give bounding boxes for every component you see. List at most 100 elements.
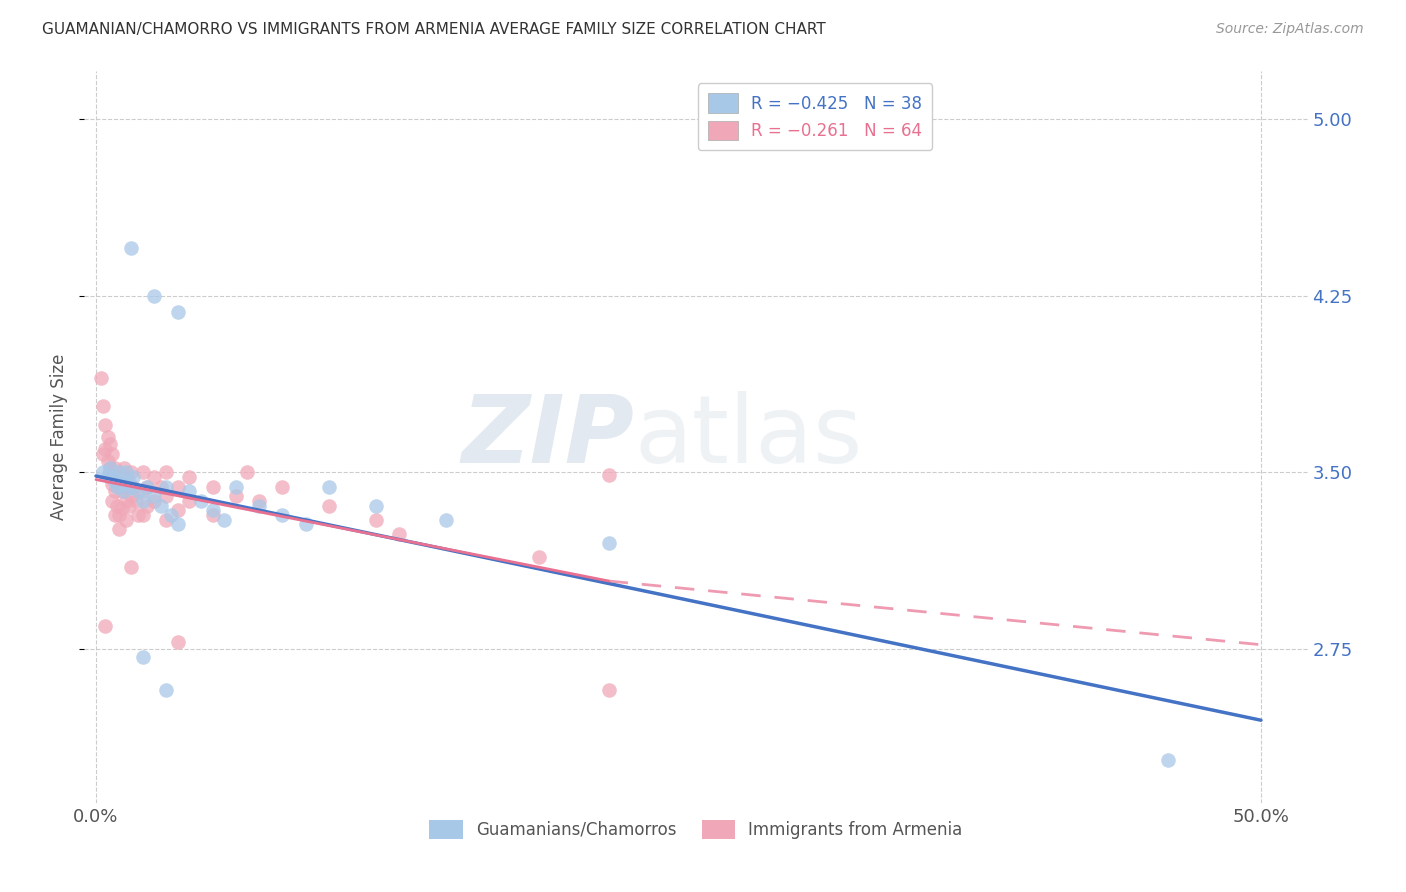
Point <box>98 460 121 475</box>
Point <box>108 466 131 480</box>
Point <box>155 682 177 697</box>
Point <box>97 430 120 444</box>
Point <box>122 480 145 494</box>
Legend: Guamanians/Chamorros, Immigrants from Armenia: Guamanians/Chamorros, Immigrants from Ar… <box>423 814 969 846</box>
Point <box>91 466 114 480</box>
Point <box>155 513 177 527</box>
Point <box>111 477 134 491</box>
Point <box>225 480 247 494</box>
Point <box>115 493 138 508</box>
Point <box>179 484 201 499</box>
Point <box>111 484 134 499</box>
Point <box>120 489 142 503</box>
Point <box>236 466 259 480</box>
Point <box>120 480 142 494</box>
Point <box>527 550 550 565</box>
Point <box>124 493 146 508</box>
Point <box>225 489 247 503</box>
Point <box>294 517 316 532</box>
Point <box>101 493 124 508</box>
Point <box>131 466 153 480</box>
Point <box>104 460 127 475</box>
Point <box>179 493 201 508</box>
Point <box>97 467 120 482</box>
Point <box>131 649 153 664</box>
Point <box>112 480 135 494</box>
Point <box>120 466 142 480</box>
Point <box>155 489 177 503</box>
Point <box>150 499 173 513</box>
Point <box>98 470 121 484</box>
Point <box>159 508 181 522</box>
Point <box>108 480 131 494</box>
Point <box>131 508 153 522</box>
Point <box>201 508 224 522</box>
Point <box>104 484 127 499</box>
Point <box>201 503 224 517</box>
Text: atlas: atlas <box>636 391 863 483</box>
Point <box>136 480 159 494</box>
Point <box>127 484 149 499</box>
Point <box>94 418 117 433</box>
Point <box>131 484 153 499</box>
Point <box>155 466 177 480</box>
Point <box>143 489 166 503</box>
Point <box>91 400 114 414</box>
Point <box>101 447 124 461</box>
Text: Source: ZipAtlas.com: Source: ZipAtlas.com <box>1216 22 1364 37</box>
Point <box>115 466 138 480</box>
Point <box>108 473 131 487</box>
Point <box>104 475 127 489</box>
Point <box>108 508 131 522</box>
Point <box>143 288 166 302</box>
Point <box>115 470 138 484</box>
Point <box>90 371 112 385</box>
Point <box>1157 753 1180 767</box>
Point <box>104 508 127 522</box>
Point <box>105 470 128 484</box>
Point <box>179 470 201 484</box>
Point <box>318 480 340 494</box>
Point <box>166 305 188 319</box>
Point <box>166 480 188 494</box>
Point <box>434 513 457 527</box>
Point <box>150 480 173 494</box>
Y-axis label: Average Family Size: Average Family Size <box>51 354 69 520</box>
Point <box>131 493 153 508</box>
Point <box>166 517 188 532</box>
Point <box>190 493 212 508</box>
Text: GUAMANIAN/CHAMORRO VS IMMIGRANTS FROM ARMENIA AVERAGE FAMILY SIZE CORRELATION CH: GUAMANIAN/CHAMORRO VS IMMIGRANTS FROM AR… <box>42 22 825 37</box>
Point <box>117 499 139 513</box>
Point <box>101 477 124 491</box>
Point <box>91 447 114 461</box>
Point <box>155 480 177 494</box>
Point <box>111 500 134 515</box>
Point <box>94 619 117 633</box>
Point <box>166 635 188 649</box>
Point <box>271 480 294 494</box>
Point <box>598 467 620 482</box>
Point <box>112 484 135 499</box>
Point <box>247 493 270 508</box>
Point <box>94 442 117 456</box>
Point <box>98 460 121 475</box>
Point <box>143 493 166 508</box>
Point <box>201 480 224 494</box>
Point <box>318 499 340 513</box>
Point <box>122 470 145 484</box>
Point <box>115 513 138 527</box>
Point <box>120 241 142 255</box>
Point <box>120 559 142 574</box>
Point <box>212 513 235 527</box>
Point <box>108 522 131 536</box>
Point <box>598 682 620 697</box>
Point <box>105 480 128 494</box>
Point <box>166 503 188 517</box>
Point <box>598 536 620 550</box>
Point <box>136 480 159 494</box>
Point <box>117 480 139 494</box>
Text: ZIP: ZIP <box>463 391 636 483</box>
Point <box>247 499 270 513</box>
Point <box>127 508 149 522</box>
Point <box>364 499 387 513</box>
